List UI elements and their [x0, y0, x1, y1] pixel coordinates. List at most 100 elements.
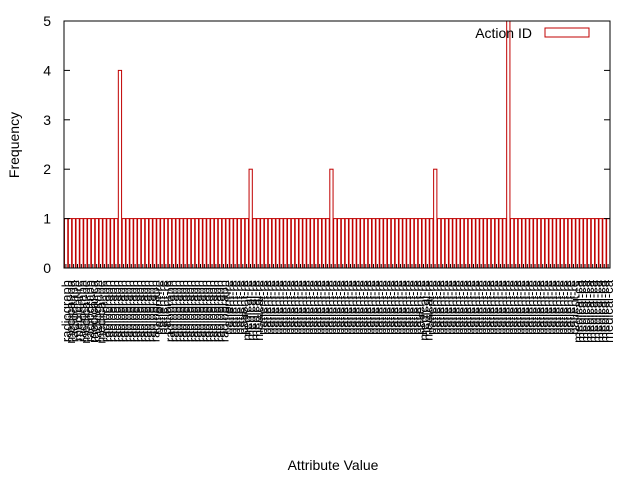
x-tick-label: medical-pe [78, 280, 93, 344]
x-tick-label: patient-re [290, 280, 305, 335]
x-tick-label: medical-pe [94, 280, 109, 344]
bar [560, 218, 565, 269]
bar [79, 218, 84, 269]
bar [125, 218, 130, 269]
bar [233, 218, 238, 269]
x-tick-label: patient-re [343, 280, 358, 335]
bar [552, 218, 557, 269]
bar [260, 218, 265, 269]
x-tick-label: radiograph [144, 280, 159, 342]
x-tick-label: radiograph [197, 280, 212, 342]
bar [344, 218, 349, 269]
x-tick-label: patient-re [355, 280, 370, 335]
x-tick-label: patient-re [551, 280, 566, 335]
bar [571, 218, 576, 269]
x-axis-label: Attribute Value [288, 457, 379, 473]
bar [506, 20, 511, 269]
x-tick-label: patient-re [428, 280, 443, 335]
plot-frame [63, 20, 611, 269]
x-tick-label: radiograph [113, 280, 128, 342]
bar [498, 218, 503, 269]
bar [606, 218, 611, 269]
bar [187, 218, 192, 269]
bar [590, 218, 596, 269]
bar [417, 218, 422, 269]
bar [313, 218, 319, 269]
bar [540, 218, 546, 269]
x-tick-label: patient-re [543, 280, 558, 335]
bar [179, 218, 184, 269]
bar [106, 218, 111, 269]
x-tick-label: radiograph [67, 280, 82, 342]
x-tick-label: radiograph [147, 280, 162, 342]
x-tick-label: medical-ca [601, 279, 616, 343]
bars-layer [64, 20, 611, 269]
x-tick-label: patient-re [336, 280, 351, 335]
bar [240, 218, 246, 269]
x-tick-label: patient-re [259, 280, 274, 335]
legend-swatch [544, 27, 590, 38]
bar [594, 218, 599, 269]
bar [256, 218, 261, 269]
x-tick-label: patient-re [555, 280, 570, 335]
x-tick-label: radiograph [190, 280, 205, 342]
bar [283, 218, 288, 269]
bar [210, 218, 215, 269]
x-tick-label: radiograph [201, 280, 216, 342]
x-tick-label: medical-re [251, 280, 266, 341]
bar [490, 218, 496, 269]
bar [221, 218, 226, 269]
bar [586, 218, 592, 269]
x-tick-label: patient-re [309, 280, 324, 335]
x-tick-label: radiograph [178, 280, 193, 342]
x-tick-label: radiograph [186, 280, 201, 342]
bar [325, 218, 330, 269]
legend-label-action-id: Action ID [475, 25, 532, 41]
y-tick-label: 2 [43, 161, 51, 177]
x-tick-label: patient-re [566, 280, 581, 335]
x-tick-label: radiograph [124, 280, 139, 342]
bar [129, 218, 134, 269]
x-tick-label: medical-re [243, 280, 258, 341]
x-tick-label: medical-ca [582, 279, 597, 343]
x-tick-label: medical-ca [86, 279, 101, 343]
bar [567, 218, 572, 269]
bar [271, 218, 276, 269]
bar [475, 218, 480, 269]
bar [379, 218, 384, 269]
bar [436, 218, 442, 269]
bar [533, 218, 538, 269]
bar [133, 218, 138, 269]
bar [544, 218, 549, 269]
x-tick-label: patient-re [528, 280, 543, 335]
bar [279, 218, 284, 269]
bar [140, 218, 146, 269]
bar [463, 218, 469, 269]
x-tick-label: patient-re [374, 280, 389, 335]
bar [113, 218, 119, 269]
bar [329, 168, 334, 269]
x-tick-label: patient-re [274, 280, 289, 335]
x-tick-label: medical-re [240, 280, 255, 341]
bar [275, 218, 280, 269]
bar [467, 218, 472, 269]
bar [517, 218, 522, 269]
x-tick-label: radiograph [105, 280, 120, 342]
x-tick-label: patient-re [505, 280, 520, 335]
x-tick-label: radiograph [174, 280, 189, 342]
x-tick-label: patient-re [540, 280, 555, 335]
x-tick-label: medical-ca [586, 279, 601, 343]
x-tick-label: patient-re [286, 280, 301, 335]
bar [583, 218, 588, 269]
x-tick-label: patient-re [224, 280, 239, 335]
bar [252, 218, 257, 269]
x-tick-label: medical-re [247, 280, 262, 341]
x-tick-label: medical-ca [578, 279, 593, 343]
bar [460, 218, 465, 269]
bar [598, 218, 603, 269]
bar [306, 218, 311, 269]
bar [556, 218, 561, 269]
x-tick-label: patient-re [443, 280, 458, 335]
bar [406, 218, 411, 269]
